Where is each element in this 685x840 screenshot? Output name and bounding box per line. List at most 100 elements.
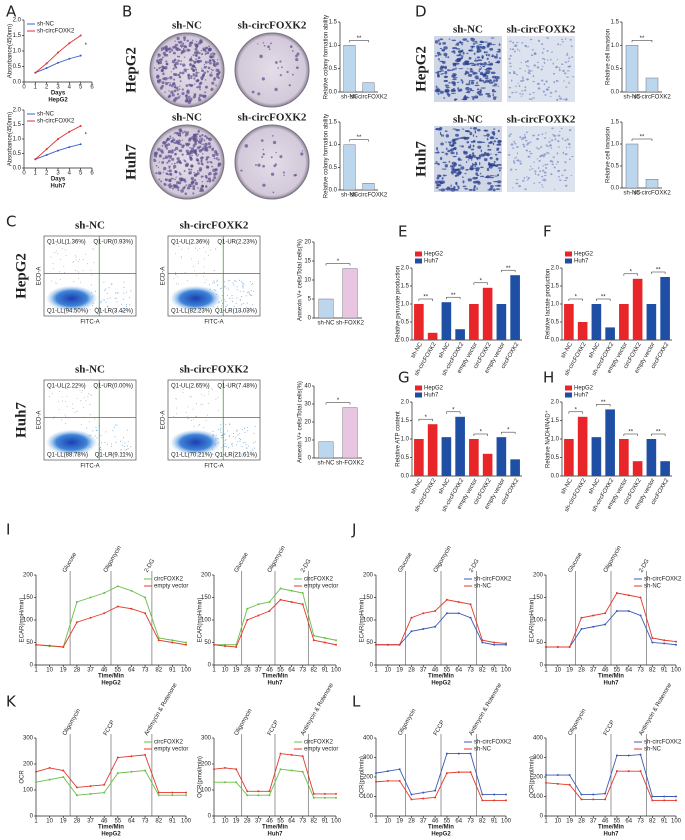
colony bbox=[179, 85, 181, 87]
cell bbox=[435, 160, 438, 163]
point bbox=[75, 794, 78, 797]
cell bbox=[487, 162, 491, 166]
bar bbox=[318, 441, 334, 459]
flow-event bbox=[220, 432, 222, 434]
colony bbox=[162, 157, 165, 160]
colony bbox=[169, 135, 172, 138]
cell bbox=[435, 87, 440, 89]
flow-event bbox=[246, 302, 248, 304]
cell bbox=[557, 169, 561, 173]
flow-event bbox=[228, 288, 230, 290]
flow-event bbox=[54, 282, 56, 284]
y-tick-label: 0.0 bbox=[401, 474, 410, 480]
cell bbox=[449, 142, 451, 147]
cell bbox=[534, 170, 537, 172]
y-tick-label: 15 bbox=[304, 259, 311, 265]
point bbox=[375, 780, 377, 783]
colony bbox=[195, 71, 199, 75]
flow-event bbox=[175, 398, 177, 399]
colony bbox=[190, 168, 193, 171]
cell bbox=[466, 160, 468, 164]
cell bbox=[485, 53, 488, 57]
cell bbox=[441, 73, 445, 75]
point bbox=[615, 754, 618, 757]
cell bbox=[554, 90, 557, 93]
cell bbox=[543, 137, 547, 139]
point bbox=[651, 641, 654, 644]
cell bbox=[437, 54, 440, 57]
colony bbox=[199, 81, 203, 85]
y-tick-label: 20 bbox=[304, 240, 311, 246]
colony bbox=[212, 69, 214, 72]
colony bbox=[211, 55, 215, 59]
point bbox=[469, 603, 472, 606]
flow-event bbox=[232, 300, 234, 302]
legend-label: empty vector bbox=[154, 584, 188, 590]
flow-event bbox=[207, 255, 209, 257]
cell bbox=[448, 160, 451, 163]
point bbox=[639, 753, 642, 756]
cell bbox=[566, 52, 568, 56]
cell bbox=[570, 174, 573, 176]
significance: ** bbox=[423, 295, 428, 301]
cell bbox=[536, 82, 540, 86]
colony bbox=[177, 134, 179, 137]
legend-label: sh-NC bbox=[37, 112, 55, 118]
flow-event bbox=[91, 394, 93, 396]
x-tick-label: 73 bbox=[299, 668, 306, 674]
cell bbox=[544, 93, 547, 96]
x-tick-label: 6 bbox=[90, 171, 94, 177]
bar bbox=[414, 304, 424, 340]
injection-label: Antimycin & Rotenone bbox=[144, 682, 179, 737]
cell bbox=[564, 139, 567, 142]
x-tick-label: 5 bbox=[79, 171, 83, 177]
cell bbox=[551, 163, 555, 166]
cell bbox=[467, 73, 473, 77]
colony bbox=[174, 86, 176, 88]
colony bbox=[170, 177, 173, 180]
flow-event bbox=[89, 394, 91, 395]
point bbox=[469, 771, 472, 774]
flow-event bbox=[247, 310, 249, 312]
cell bbox=[437, 163, 440, 166]
x-tick-label: 91 bbox=[322, 819, 329, 825]
point bbox=[312, 634, 315, 637]
cell bbox=[444, 163, 448, 168]
cell bbox=[496, 53, 498, 57]
colony bbox=[190, 182, 194, 186]
significance: ** bbox=[506, 266, 511, 272]
y-tick-label: 2.0 bbox=[551, 266, 560, 272]
colony bbox=[201, 134, 204, 137]
flow-event bbox=[111, 443, 113, 445]
colony bbox=[168, 169, 172, 173]
point bbox=[556, 782, 559, 785]
cell bbox=[564, 161, 567, 164]
x-tick-label: 0 bbox=[22, 85, 26, 91]
flow-event bbox=[206, 388, 208, 390]
cell bbox=[513, 161, 516, 165]
cell bbox=[446, 91, 449, 96]
colony bbox=[165, 139, 168, 142]
cell bbox=[541, 186, 544, 188]
point bbox=[171, 791, 174, 794]
x-tick-label: 10 bbox=[384, 819, 391, 825]
cell bbox=[471, 154, 476, 158]
point bbox=[434, 789, 437, 792]
cell bbox=[552, 134, 555, 136]
significance: * bbox=[575, 295, 578, 301]
significance-bracket bbox=[568, 411, 583, 414]
flow-event bbox=[216, 279, 218, 281]
cell bbox=[489, 187, 493, 190]
colony bbox=[172, 164, 177, 169]
x-tick-label: 55 bbox=[277, 819, 284, 825]
x-tick-label: 1 bbox=[34, 171, 38, 177]
cell bbox=[474, 75, 479, 79]
cell bbox=[475, 167, 480, 170]
injection-label: Oligomycin bbox=[234, 708, 254, 737]
cell bbox=[468, 188, 473, 191]
y-axis-label: ECAR(mpH/min) bbox=[360, 598, 366, 643]
y-axis-label: Relative ATP content bbox=[396, 411, 402, 467]
x-tick-label: 3 bbox=[56, 171, 60, 177]
colony bbox=[172, 137, 174, 139]
x-tick-label: sh-NC bbox=[588, 477, 602, 495]
